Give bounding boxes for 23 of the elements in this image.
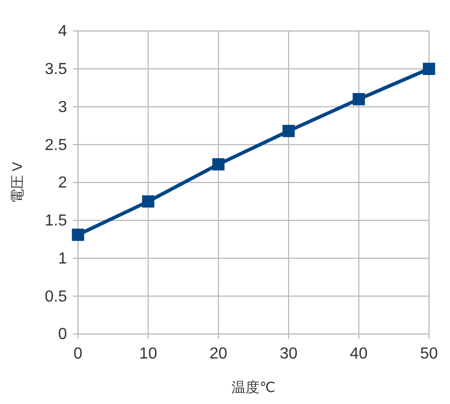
x-tick-label: 10 — [139, 345, 158, 362]
x-tick-label: 30 — [280, 345, 298, 362]
y-tick-label: 0.5 — [44, 288, 68, 306]
x-axis-title: 温度℃ — [232, 379, 276, 395]
point — [352, 93, 365, 106]
point — [212, 158, 225, 170]
y-tick-label: 2.5 — [44, 136, 68, 154]
y-tick-label: 1 — [58, 250, 68, 268]
y-tick-label: 2 — [58, 174, 68, 192]
y-tick-label: 0 — [58, 326, 68, 344]
x-tick-label: 20 — [210, 345, 228, 362]
point — [142, 195, 154, 208]
point — [422, 62, 436, 75]
x-tick-label: 50 — [420, 345, 438, 362]
point — [282, 124, 295, 138]
y-tick-label: 1.5 — [44, 212, 68, 230]
x-tick-label: 0 — [74, 345, 83, 362]
y-tick-label: 3 — [58, 98, 68, 116]
y-axis-title: 電圧 V — [9, 161, 25, 204]
y-tick-label: 4 — [58, 23, 68, 40]
x-tick-label: 40 — [350, 345, 368, 362]
point — [72, 228, 84, 241]
y-tick-label: 3.5 — [44, 60, 68, 78]
